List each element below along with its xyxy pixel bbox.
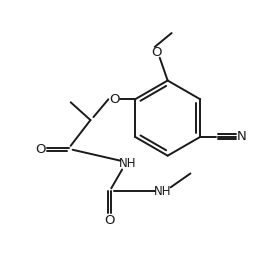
Text: O: O [104,214,115,228]
Text: NH: NH [119,157,137,170]
Text: O: O [109,93,120,106]
Text: O: O [36,143,46,156]
Text: NH: NH [154,185,171,198]
Text: O: O [151,46,162,59]
Text: N: N [237,130,247,144]
